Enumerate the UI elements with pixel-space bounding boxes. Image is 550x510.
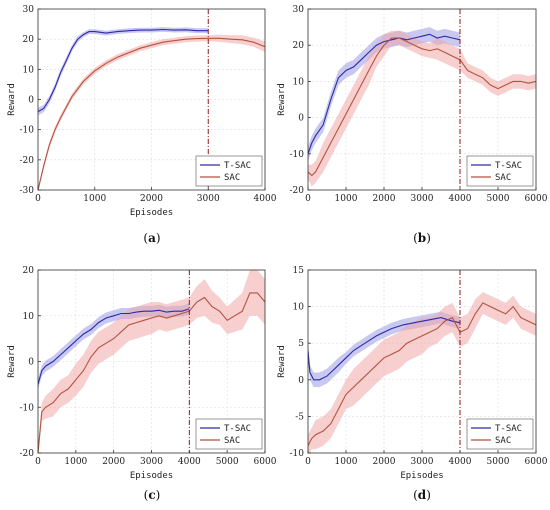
series-line-sac — [38, 37, 265, 190]
legend-label-t-sac: T-SAC — [224, 424, 251, 434]
y-tick-label: -20 — [20, 449, 35, 459]
y-tick-label: 5 — [298, 339, 304, 349]
y-tick-label: -20 — [20, 156, 35, 166]
legend-label-t-sac: T-SAC — [495, 424, 522, 434]
y-tick-label: 10 — [23, 312, 35, 322]
series-band-sac — [308, 292, 536, 453]
x-tick-label: 1000 — [335, 194, 358, 204]
legend-label-sac: SAC — [495, 173, 511, 183]
plot-area — [38, 27, 265, 190]
chart-panel-c: 0 1000 2000 3000 4000 5000 6000 -20 -10 0 10 20 Epis… — [7, 266, 277, 502]
x-tick-label: 0 — [35, 457, 41, 467]
y-tick-label: 20 — [23, 35, 35, 45]
legend-label-sac: SAC — [224, 173, 240, 183]
x-axis-label: Episodes — [130, 208, 173, 218]
x-tick-label: 6000 — [525, 457, 548, 467]
legend-label-t-sac: T-SAC — [224, 161, 251, 171]
y-axis-label: Reward — [7, 345, 17, 378]
legend-box — [195, 418, 263, 450]
legend-box — [466, 155, 534, 187]
y-tick-label: 20 — [293, 41, 305, 51]
x-tick-label: 6000 — [254, 457, 277, 467]
plot-area — [38, 270, 265, 453]
panel-caption: (b) — [413, 231, 431, 245]
x-tick-label: 1000 — [335, 457, 358, 467]
legend: T-SAC SAC — [195, 418, 263, 450]
series-line-sac — [308, 37, 536, 177]
legend-label-sac: SAC — [224, 436, 240, 446]
x-tick-label: 2000 — [373, 457, 396, 467]
x-axis-label: Episodes — [130, 471, 173, 481]
y-tick-label: -20 — [290, 186, 305, 196]
y-tick-label: 10 — [23, 65, 35, 75]
x-tick-label: 0 — [305, 194, 311, 204]
y-axis-label: Reward — [277, 345, 287, 378]
legend-label-t-sac: T-SAC — [495, 161, 522, 171]
chart-panel-d: 0 1000 2000 3000 4000 5000 6000 -10 -5 0 5 10 15 Epis… — [277, 266, 548, 502]
x-tick-label: 2000 — [373, 194, 396, 204]
series-line-t-sac — [38, 308, 190, 385]
x-tick-label: 0 — [35, 194, 41, 204]
y-tick-label: -10 — [290, 150, 305, 160]
x-tick-label: 1000 — [83, 194, 106, 204]
y-tick-label: -30 — [20, 186, 35, 196]
x-tick-label: 3000 — [197, 194, 220, 204]
x-tick-label: 0 — [305, 457, 311, 467]
y-tick-label: 20 — [23, 266, 35, 276]
y-tick-label: 10 — [293, 303, 305, 313]
panel-caption: (c) — [144, 488, 161, 502]
x-tick-label: 3000 — [411, 194, 434, 204]
legend: T-SAC SAC — [466, 418, 534, 450]
y-tick-label: 15 — [293, 266, 305, 276]
x-tick-label: 3000 — [140, 457, 163, 467]
chart-panel-b: 0 1000 2000 3000 4000 5000 6000 -20 -10 0 10 20 30 Re… — [277, 5, 548, 245]
series-band-sac — [38, 270, 265, 453]
y-tick-label: -10 — [20, 126, 35, 136]
legend: T-SAC SAC — [195, 155, 263, 187]
series-band-t-sac — [308, 27, 460, 161]
x-axis-label: Episodes — [400, 471, 443, 481]
x-tick-label: 4000 — [449, 194, 472, 204]
x-tick-label: 3000 — [411, 457, 434, 467]
series-band-sac — [38, 34, 265, 190]
y-tick-label: 30 — [23, 5, 35, 15]
x-tick-label: 4000 — [449, 457, 472, 467]
series-line-sac — [308, 302, 536, 446]
y-tick-label: -5 — [295, 412, 304, 422]
legend-label-sac: SAC — [495, 436, 511, 446]
series-line-t-sac — [38, 28, 209, 113]
y-axis-label: Reward — [277, 83, 287, 116]
y-tick-label: 0 — [298, 376, 304, 386]
plot-area — [308, 292, 536, 453]
legend: T-SAC SAC — [466, 155, 534, 187]
panel-caption: (a) — [143, 231, 160, 245]
panel-caption: (d) — [413, 488, 431, 502]
legend-box — [195, 155, 263, 187]
x-tick-label: 5000 — [487, 457, 510, 467]
y-tick-label: 30 — [293, 5, 305, 15]
y-tick-label: 0 — [28, 96, 34, 106]
y-tick-label: -10 — [20, 403, 35, 413]
legend-box — [466, 418, 534, 450]
chart-panel-a: 0 1000 2000 3000 4000 -30 -20 -10 0 10 20 30 Episode… — [7, 5, 277, 245]
y-axis-label: Reward — [7, 83, 17, 116]
x-tick-label: 2000 — [102, 457, 125, 467]
y-tick-label: 10 — [293, 77, 305, 87]
x-tick-label: 4000 — [178, 457, 201, 467]
series-line-t-sac — [308, 317, 461, 381]
series-line-t-sac — [308, 33, 461, 154]
y-tick-label: 0 — [298, 114, 304, 124]
x-tick-label: 6000 — [525, 194, 548, 204]
x-tick-label: 5000 — [216, 457, 239, 467]
x-tick-label: 2000 — [140, 194, 163, 204]
x-tick-label: 5000 — [487, 194, 510, 204]
y-tick-label: 0 — [28, 358, 34, 368]
plot-area — [308, 27, 536, 187]
series-line-sac — [38, 292, 265, 453]
x-tick-label: 1000 — [64, 457, 87, 467]
y-tick-label: -10 — [290, 449, 305, 459]
x-tick-label: 4000 — [254, 194, 277, 204]
series-band-sac — [308, 30, 536, 187]
